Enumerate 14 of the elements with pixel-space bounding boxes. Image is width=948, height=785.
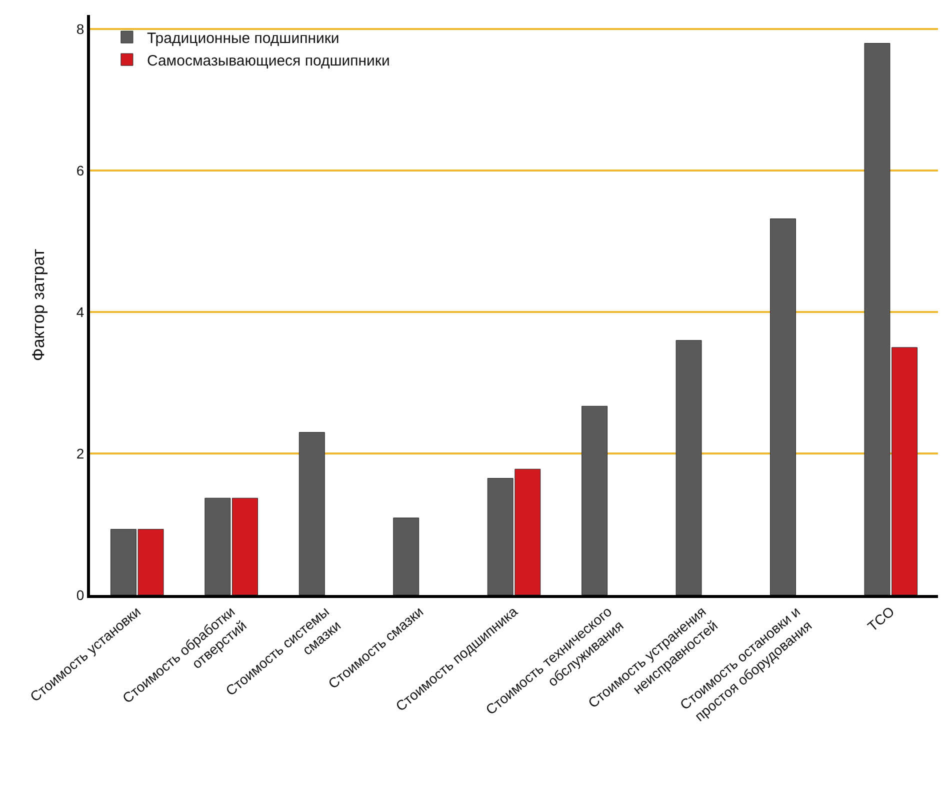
legend-label: Самосмазывающиеся подшипники <box>146 52 390 70</box>
y-tick-label: 2 <box>76 445 84 462</box>
bar <box>393 518 420 595</box>
bar <box>770 218 796 595</box>
y-tick-label: 6 <box>76 162 84 179</box>
y-tick-label: 4 <box>76 304 84 320</box>
legend-label: Традиционные подшипники <box>146 30 340 47</box>
y-tick-label: 0 <box>76 586 84 603</box>
x-tick-label: TCO <box>864 603 898 634</box>
bar <box>582 406 608 595</box>
y-axis-title: Фактор затрат <box>29 248 48 362</box>
bar <box>298 432 325 595</box>
y-tick-label: 8 <box>76 21 84 38</box>
bar <box>676 340 702 595</box>
